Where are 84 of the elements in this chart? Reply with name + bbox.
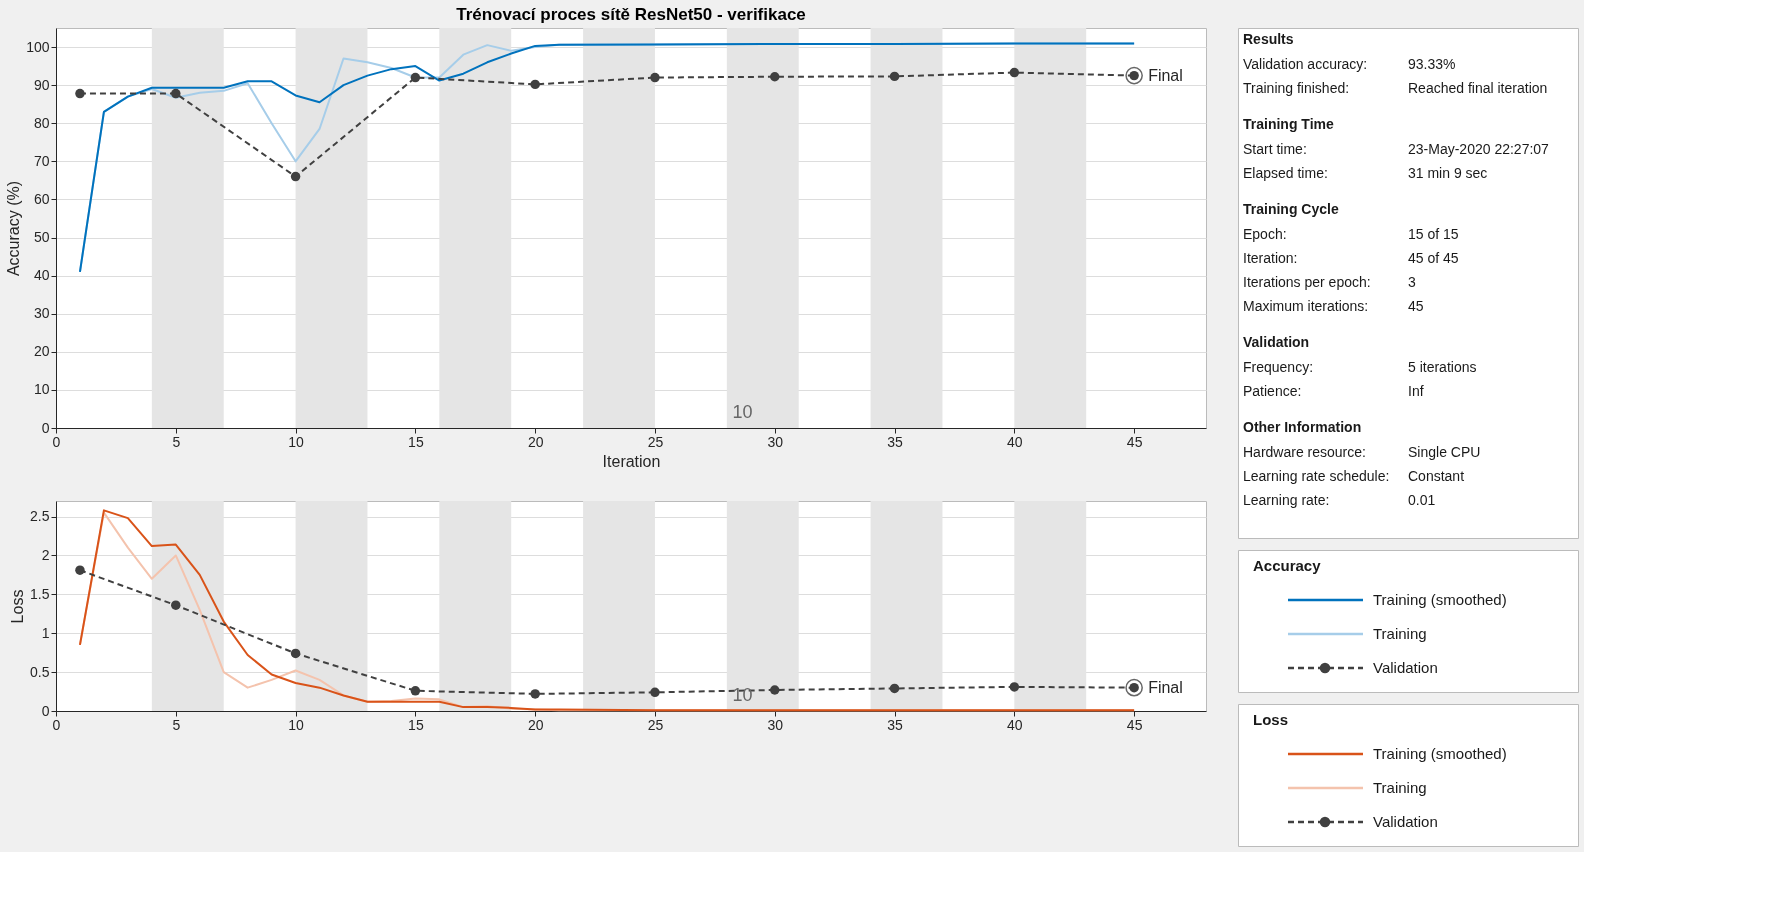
x-tick-label: 20 — [527, 433, 544, 450]
text: Patience: — [1243, 383, 1302, 399]
x-tick-label: 0 — [52, 433, 61, 450]
legend-label: Training (smoothed) — [1373, 745, 1507, 762]
y-tick-label: 2 — [41, 546, 50, 563]
y-axis-title: Loss — [9, 589, 27, 624]
y-tick-label: 1.5 — [30, 585, 50, 602]
y-tick-label: 0 — [41, 419, 50, 436]
text: 5 iterations — [1408, 359, 1477, 375]
x-tick-label: 35 — [887, 433, 904, 450]
text: Constant — [1408, 468, 1465, 484]
text: Iteration: — [1243, 250, 1298, 266]
y-tick-label: 90 — [33, 76, 50, 93]
text: 23-May-2020 22:27:07 — [1408, 141, 1550, 157]
x-tick-label: 10 — [288, 716, 305, 733]
x-tick-label: 5 — [172, 716, 181, 733]
x-tick-label: 15 — [408, 716, 424, 733]
y-tick-label: 40 — [33, 267, 50, 284]
text: Learning rate: — [1243, 492, 1330, 508]
y-axis-title: Accuracy (%) — [5, 180, 23, 277]
legend-label: Validation — [1373, 659, 1438, 676]
text: 15 of 15 — [1408, 226, 1459, 242]
annotation: Final — [1148, 678, 1183, 696]
y-tick-label: 30 — [33, 305, 50, 322]
text: 45 — [1408, 298, 1424, 314]
x-tick-label: 30 — [767, 433, 784, 450]
y-tick-label: 1 — [41, 624, 50, 641]
x-tick-label: 10 — [288, 433, 305, 450]
legend-label: Training — [1373, 625, 1427, 642]
legend-label: Training (smoothed) — [1373, 591, 1507, 608]
y-tick-label: 50 — [33, 229, 50, 246]
text: Single CPU — [1408, 444, 1481, 460]
x-tick-label: 40 — [1007, 433, 1023, 450]
text: 0.01 — [1408, 492, 1436, 508]
x-tick-label: 35 — [887, 716, 904, 733]
x-tick-label: 0 — [52, 716, 61, 733]
annotation: 10 — [732, 402, 753, 422]
y-tick-label: 100 — [26, 38, 50, 55]
legend-label: Validation — [1373, 813, 1438, 830]
text: Epoch: — [1243, 226, 1287, 242]
text: 45 of 45 — [1408, 250, 1459, 266]
x-tick-label: 40 — [1007, 716, 1023, 733]
text: Validation — [1243, 334, 1310, 350]
legend-label: Training — [1373, 779, 1427, 796]
text: Frequency: — [1243, 359, 1314, 375]
legend-title: Loss — [1253, 711, 1289, 728]
y-tick-label: 2.5 — [30, 508, 50, 525]
y-tick-label: 0.5 — [30, 663, 50, 680]
text: Reached final iteration — [1408, 80, 1548, 96]
legend-title: Accuracy — [1253, 557, 1322, 574]
y-tick-label: 60 — [33, 190, 50, 207]
x-tick-label: 45 — [1126, 433, 1143, 450]
chart-title: Trénovací proces sítě ResNet50 - verifikace — [456, 5, 806, 24]
text: Start time: — [1243, 141, 1307, 157]
text: Learning rate schedule: — [1243, 468, 1390, 484]
y-tick-label: 20 — [33, 343, 50, 360]
x-tick-label: 45 — [1126, 716, 1143, 733]
text: Hardware resource: — [1243, 444, 1366, 460]
text: Validation accuracy: — [1243, 56, 1368, 72]
text: Inf — [1408, 383, 1424, 399]
text: Training finished: — [1243, 80, 1350, 96]
x-tick-label: 25 — [647, 433, 664, 450]
text: 31 min 9 sec — [1408, 165, 1488, 181]
annotation: 10 — [732, 685, 753, 705]
x-tick-label: 15 — [408, 433, 424, 450]
x-tick-label: 20 — [527, 716, 544, 733]
text: Iterations per epoch: — [1243, 274, 1371, 290]
text: Other Information — [1243, 419, 1362, 435]
text: Training Cycle — [1243, 201, 1339, 217]
x-tick-label: 25 — [647, 716, 664, 733]
x-tick-label: 5 — [172, 433, 181, 450]
y-tick-label: 80 — [33, 114, 50, 131]
text: Results — [1243, 31, 1294, 47]
text: Elapsed time: — [1243, 165, 1328, 181]
annotation: Final — [1148, 66, 1183, 84]
y-tick-label: 10 — [33, 381, 50, 398]
text: 93.33% — [1408, 56, 1456, 72]
x-tick-label: 30 — [767, 716, 784, 733]
text: 3 — [1408, 274, 1416, 290]
x-axis-title: Iteration — [602, 452, 661, 470]
y-tick-label: 70 — [33, 152, 50, 169]
text: Training Time — [1243, 116, 1334, 132]
text: Maximum iterations: — [1243, 298, 1369, 314]
y-tick-label: 0 — [41, 702, 50, 719]
